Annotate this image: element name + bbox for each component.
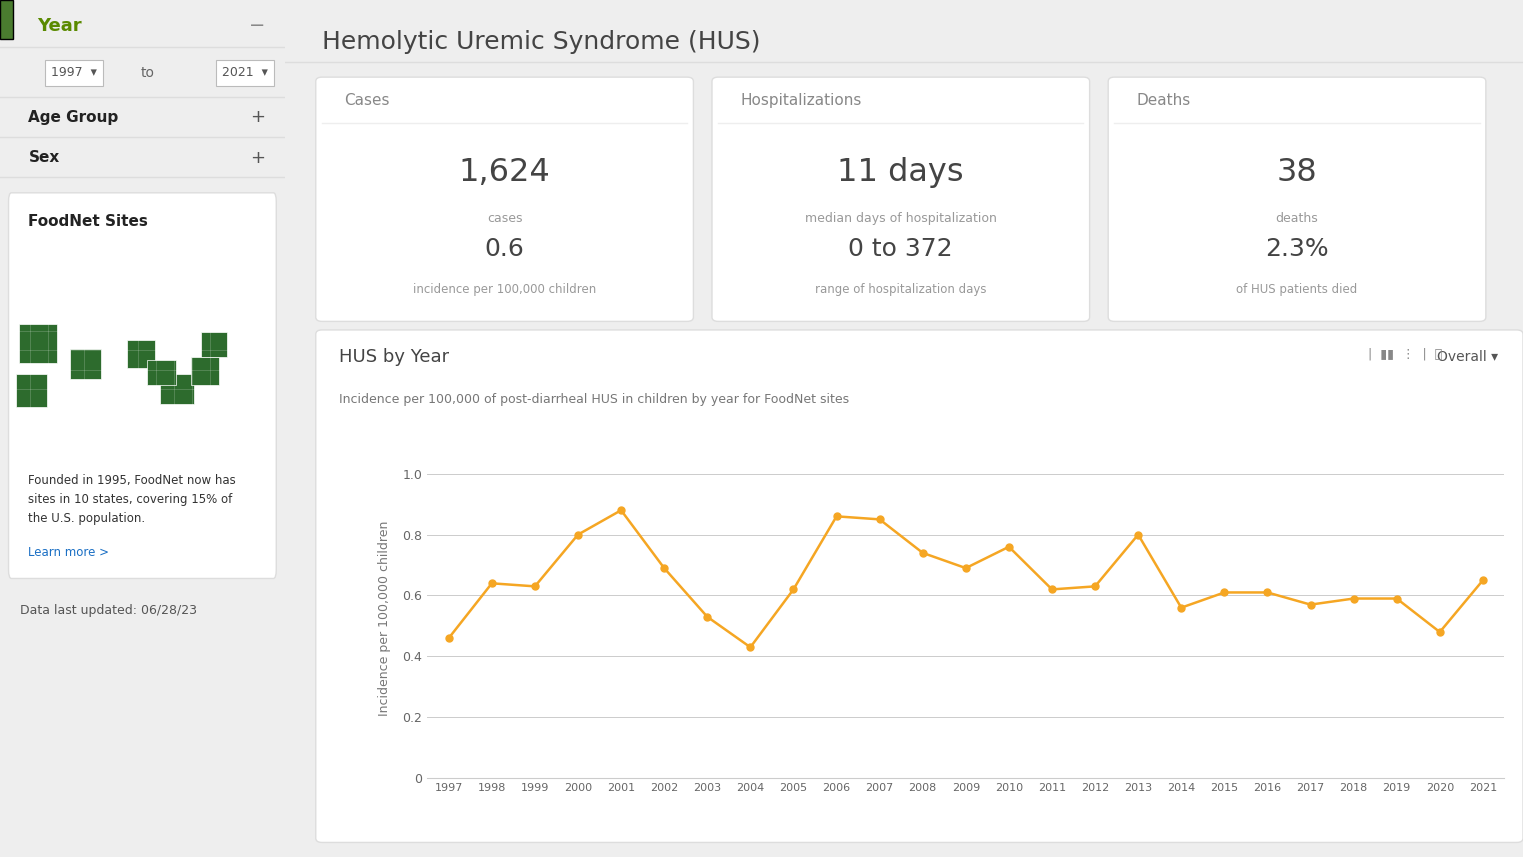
FancyBboxPatch shape	[711, 77, 1089, 321]
Text: cases: cases	[487, 212, 522, 225]
Text: Hospitalizations: Hospitalizations	[740, 93, 862, 108]
Text: FoodNet Sites: FoodNet Sites	[29, 214, 148, 230]
FancyBboxPatch shape	[148, 360, 175, 385]
FancyBboxPatch shape	[160, 374, 193, 405]
Text: Year: Year	[37, 16, 82, 35]
Text: incidence per 100,000 children: incidence per 100,000 children	[413, 283, 595, 296]
Text: +: +	[250, 148, 265, 167]
Text: 1997  ▾: 1997 ▾	[52, 66, 97, 80]
Text: Incidence per 100,000 of post-diarrheal HUS in children by year for FoodNet site: Incidence per 100,000 of post-diarrheal …	[340, 393, 850, 405]
Y-axis label: Incidence per 100,000 children: Incidence per 100,000 children	[378, 521, 391, 716]
FancyBboxPatch shape	[9, 193, 276, 578]
FancyBboxPatch shape	[315, 330, 1523, 842]
FancyBboxPatch shape	[17, 374, 47, 407]
Text: Overall ▾: Overall ▾	[1438, 350, 1499, 363]
Text: 2.3%: 2.3%	[1266, 237, 1330, 261]
Text: 38: 38	[1276, 157, 1317, 188]
Text: Age Group: Age Group	[29, 110, 119, 125]
Text: 2021  ▾: 2021 ▾	[222, 66, 268, 80]
Text: HUS by Year: HUS by Year	[340, 348, 449, 366]
Text: Hemolytic Uremic Syndrome (HUS): Hemolytic Uremic Syndrome (HUS)	[321, 30, 760, 54]
FancyBboxPatch shape	[18, 324, 58, 363]
FancyBboxPatch shape	[70, 349, 101, 380]
Text: Data last updated: 06/28/23: Data last updated: 06/28/23	[20, 604, 196, 617]
Text: deaths: deaths	[1276, 212, 1319, 225]
Text: |  ▮▮  ⋮  |  ⤓: | ▮▮ ⋮ | ⤓	[1368, 347, 1442, 360]
Text: Deaths: Deaths	[1136, 93, 1191, 108]
Text: Cases: Cases	[344, 93, 390, 108]
Text: of HUS patients died: of HUS patients died	[1237, 283, 1357, 296]
Text: Founded in 1995, FoodNet now has
sites in 10 states, covering 15% of
the U.S. po: Founded in 1995, FoodNet now has sites i…	[29, 474, 236, 525]
FancyBboxPatch shape	[201, 332, 227, 357]
Text: 0 to 372: 0 to 372	[848, 237, 953, 261]
FancyBboxPatch shape	[190, 357, 219, 385]
Text: range of hospitalization days: range of hospitalization days	[815, 283, 987, 296]
Text: 11 days: 11 days	[838, 157, 964, 188]
FancyBboxPatch shape	[126, 340, 155, 369]
Text: −: −	[248, 16, 265, 35]
Text: Sex: Sex	[29, 150, 59, 165]
Text: median days of hospitalization: median days of hospitalization	[804, 212, 996, 225]
Text: 0.6: 0.6	[484, 237, 524, 261]
Text: Learn more >: Learn more >	[29, 546, 110, 559]
FancyBboxPatch shape	[0, 0, 12, 39]
FancyBboxPatch shape	[315, 77, 693, 321]
Text: 1,624: 1,624	[458, 157, 550, 188]
Text: +: +	[250, 108, 265, 127]
Text: to: to	[142, 66, 155, 80]
FancyBboxPatch shape	[1109, 77, 1486, 321]
